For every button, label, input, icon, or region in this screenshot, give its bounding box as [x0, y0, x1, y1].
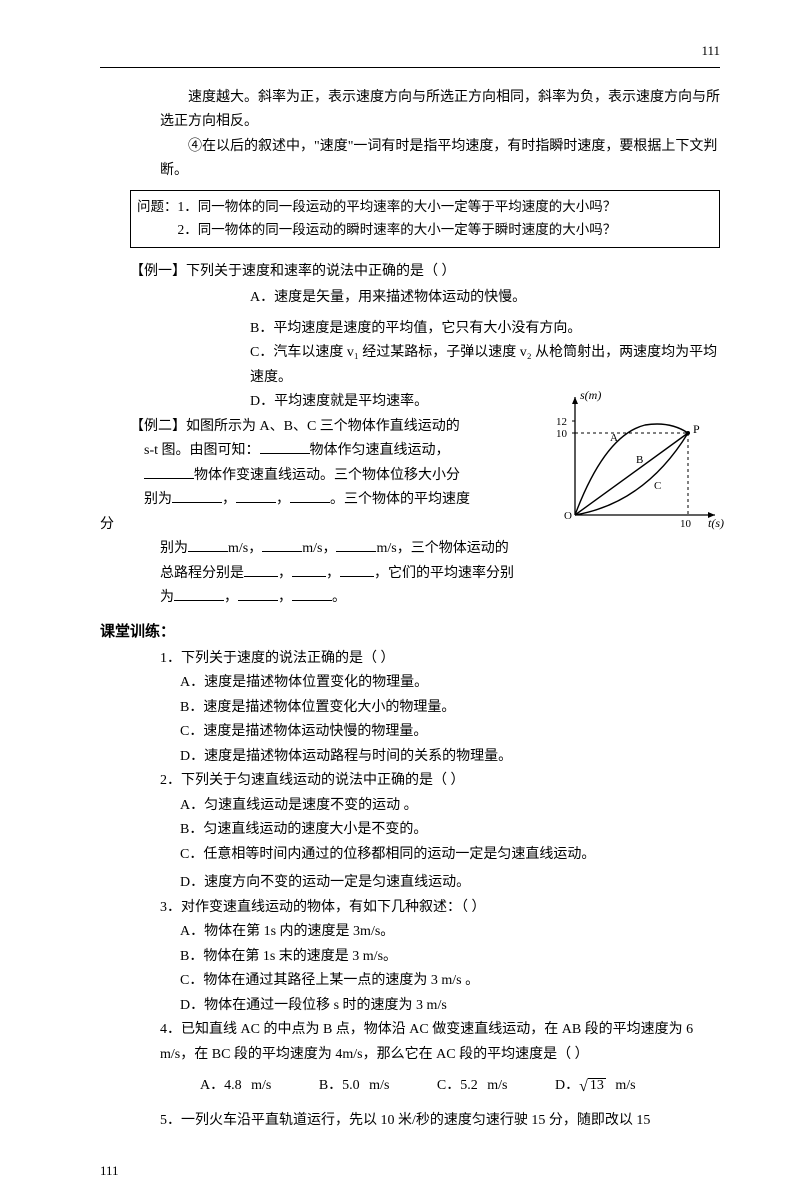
ex2-l6m3: m/s，三个物体运动的	[376, 541, 508, 556]
ex1-opt-a: A．速度是矢量，用来描述物体运动的快慢。	[250, 286, 720, 311]
chart-y12: 12	[556, 416, 567, 428]
blank	[174, 586, 224, 601]
blank	[238, 586, 278, 601]
q4-d-post: m/s	[606, 1078, 636, 1093]
blank	[292, 586, 332, 601]
ex2-lead: 【例二】如图所示为 A、B、C 三个物体作直线运动的	[130, 419, 460, 434]
ex2-l2a: s-t 图。由图可知：	[144, 443, 260, 458]
example1-stem: 【例一】下列关于速度和速率的说法中正确的是（ ）	[130, 260, 720, 285]
blank	[262, 537, 302, 552]
blank	[244, 562, 278, 577]
q3-c: C．物体在通过其路径上某一点的速度为 3 m/s 。	[180, 969, 720, 994]
blank	[290, 488, 330, 503]
sqrt-icon: √	[579, 1078, 588, 1095]
ex2-l7b: ，它们的平均速率分别	[374, 566, 514, 581]
blank	[188, 537, 228, 552]
q3-d: D．物体在通过一段位移 s 时的速度为 3 m/s	[180, 994, 720, 1019]
q4-d-pre: D．	[555, 1078, 579, 1093]
ex2-cont: 别为m/s，m/s，m/s，三个物体运动的 总路程分别是，，，它们的平均速率分别…	[160, 537, 720, 611]
chart-ylabel: s(m)	[580, 388, 601, 402]
q2-d: D．速度方向不变的运动一定是匀速直线运动。	[180, 871, 720, 896]
ex2-l3b: 物体作变速直线运动。三个物体位移大小分	[194, 468, 460, 483]
q1-a: A．速度是描述物体位置变化的物理量。	[180, 671, 720, 696]
ex2-l6m1: m/s，	[228, 541, 262, 556]
chart-origin: O	[564, 510, 572, 522]
page: 111 速度越大。斜率为正，表示速度方向与所选正方向相同，斜率为负，表示速度方向…	[0, 0, 800, 1203]
curve-c-label: C	[654, 480, 661, 492]
q1-d: D．速度是描述物体运动路程与时间的关系的物理量。	[180, 745, 720, 770]
ex2-l6m2: m/s，	[302, 541, 336, 556]
ex2-l4b: 。三个物体的平均速度	[330, 492, 470, 507]
q4-opts: A．4.8 m/s B．5.0 m/s C．5.2 m/s D．√13 m/s	[200, 1073, 720, 1101]
st-chart: s(m) t(s) O 12 10 10 A B C P	[550, 385, 730, 535]
qbox-q1: 1．同一物体的同一段运动的平均速率的大小一定等于平均速度的大小吗？	[178, 199, 617, 214]
q3-stem: 3．对作变速直线运动的物体，有如下几种叙述：（ ）	[160, 896, 720, 921]
q4-c: C．5.2 m/s	[437, 1078, 508, 1093]
blank	[236, 488, 276, 503]
chart-x10: 10	[680, 518, 692, 530]
q4-d-sqrt: 13	[588, 1078, 606, 1093]
intro-p1: 速度越大。斜率为正，表示速度方向与所选正方向相同，斜率为负，表示速度方向与所选正…	[160, 86, 720, 135]
blank	[292, 562, 326, 577]
q4-stem: 4．已知直线 AC 的中点为 B 点，物体沿 AC 做变速直线运动，在 AB 段…	[160, 1018, 720, 1067]
blank	[172, 488, 222, 503]
q5-stem: 5．一列火车沿平直轨道运行，先以 10 米/秒的速度匀速行驶 15 分，随即改以…	[160, 1109, 720, 1134]
blank	[340, 562, 374, 577]
q4-a: A．4.8 m/s	[200, 1078, 271, 1093]
ex2-l6a: 别为	[160, 541, 188, 556]
page-number-bottom: 111	[100, 1160, 720, 1183]
ex2-l4a: 别为	[144, 492, 172, 507]
page-number-top: 111	[100, 40, 720, 68]
q4-b: B．5.0 m/s	[319, 1078, 390, 1093]
ex2-l7a: 总路程分别是	[160, 566, 244, 581]
chart-y10: 10	[556, 428, 568, 440]
q4-d: D．√13 m/s	[555, 1078, 636, 1093]
qbox-q2: 2．同一物体的同一段运动的瞬时速率的大小一定等于瞬时速度的大小吗？	[178, 222, 617, 237]
q2-b: B．匀速直线运动的速度大小是不变的。	[180, 818, 720, 843]
ex2-l2b: 物体作匀速直线运动，	[310, 443, 450, 458]
training-header: 课堂训练：	[100, 619, 720, 645]
blank	[336, 537, 376, 552]
q1-b: B．速度是描述物体位置变化大小的物理量。	[180, 696, 720, 721]
curve-b-label: B	[636, 454, 643, 466]
blank	[260, 439, 310, 454]
example2-text: 【例二】如图所示为 A、B、C 三个物体作直线运动的 s-t 图。由图可知： 物体…	[130, 415, 510, 513]
ex2-l8b: 。	[332, 590, 346, 605]
intro-p2: ④在以后的叙述中，"速度"一词有时是指平均速度，有时指瞬时速度，要根据上下文判断…	[160, 135, 720, 184]
q2-stem: 2．下列关于匀速直线运动的说法中正确的是（ ）	[160, 769, 720, 794]
ex1-opt-c: C．汽车以速度 v₁ 经过某路标，子弹以速度 v₂ 从枪筒射出，两速度均为平均速…	[250, 341, 720, 390]
example2-block: s(m) t(s) O 12 10 10 A B C P	[130, 415, 720, 513]
q2-c: C．任意相等时间内通过的位移都相同的运动一定是匀速直线运动。	[180, 843, 720, 868]
blank	[144, 464, 194, 479]
q1-c: C．速度是描述物体运动快慢的物理量。	[180, 720, 720, 745]
q2-a: A．匀速直线运动是速度不变的运动 。	[180, 794, 720, 819]
qbox-label: 问题：	[137, 199, 178, 214]
q3-a: A．物体在第 1s 内的速度是 3m/s。	[180, 920, 720, 945]
question-box: 问题：1．同一物体的同一段运动的平均速率的大小一定等于平均速度的大小吗？ 问题：…	[130, 190, 720, 248]
ex1-opt-b: B．平均速度是速度的平均值，它只有大小没有方向。	[250, 317, 720, 342]
q1-stem: 1．下列关于速度的说法正确的是（ ）	[160, 647, 720, 672]
ex2-l8a: 为	[160, 590, 174, 605]
q3-b: B．物体在第 1s 末的速度是 3 m/s。	[180, 945, 720, 970]
curve-a-label: A	[610, 432, 618, 444]
chart-p: P	[693, 422, 700, 436]
chart-xlabel: t(s)	[708, 516, 724, 530]
